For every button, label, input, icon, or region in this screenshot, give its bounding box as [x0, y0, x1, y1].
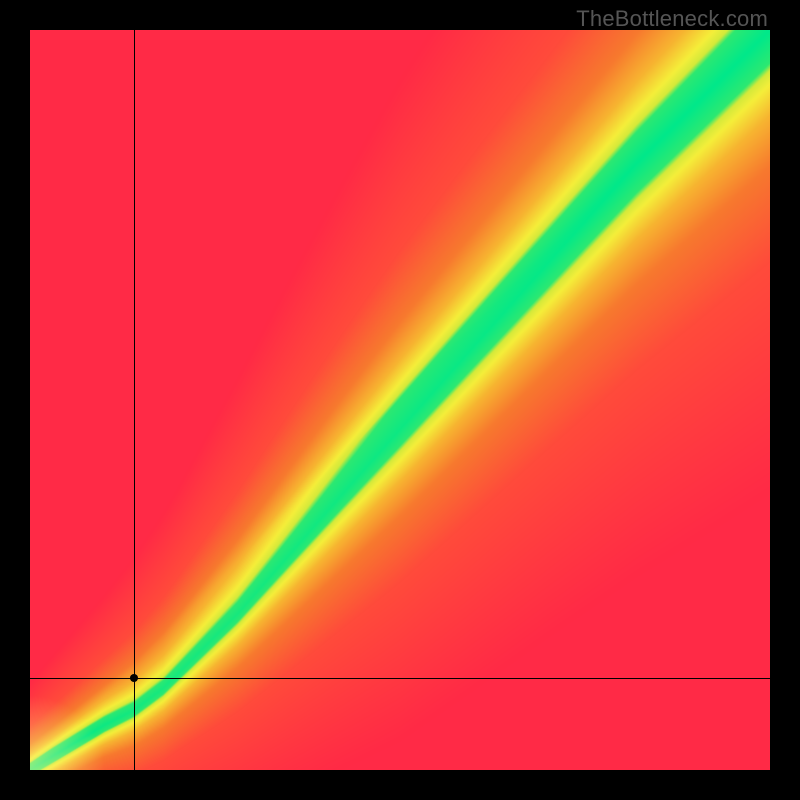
chart-container: TheBottleneck.com — [0, 0, 800, 800]
watermark-text: TheBottleneck.com — [576, 6, 768, 32]
crosshair-vertical — [134, 30, 135, 770]
crosshair-horizontal — [30, 678, 770, 679]
crosshair-marker — [130, 674, 138, 682]
heatmap-canvas — [30, 30, 770, 770]
plot-area — [30, 30, 770, 770]
